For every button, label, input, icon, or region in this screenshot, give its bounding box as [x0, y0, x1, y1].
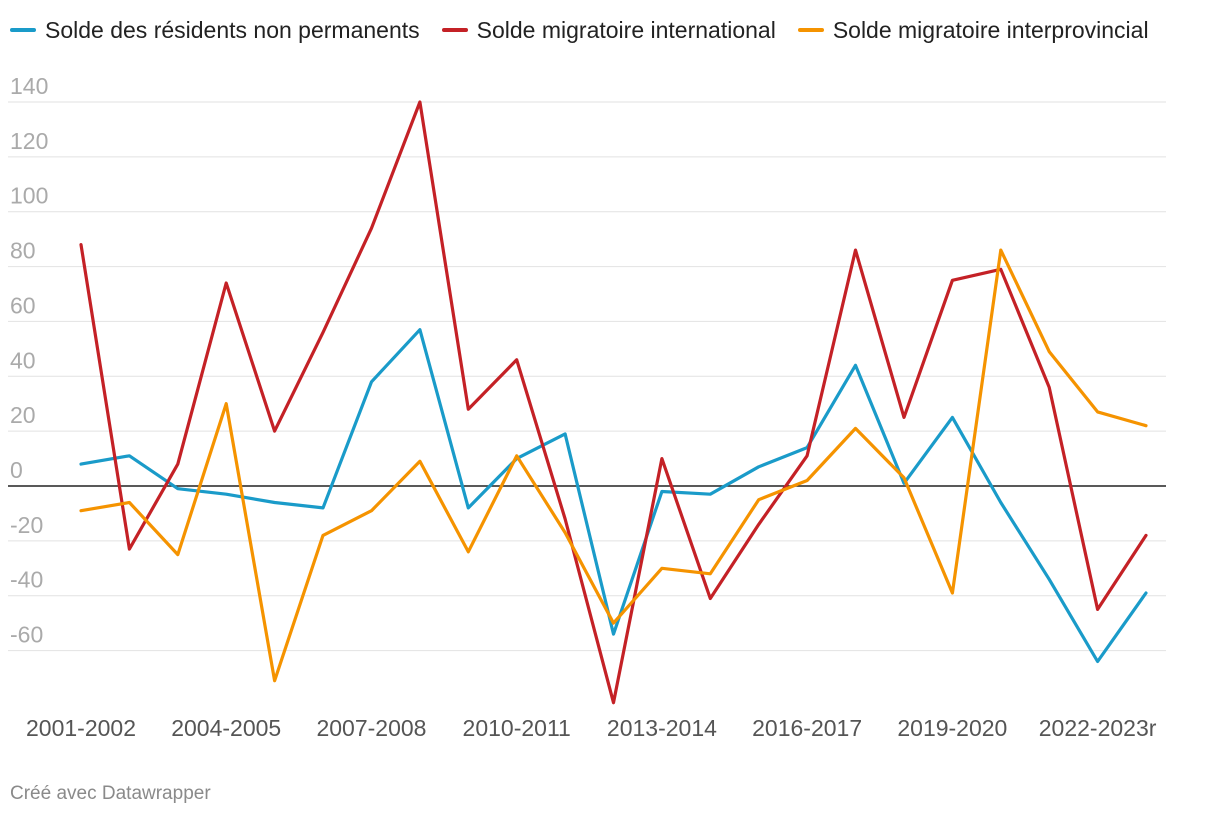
legend-label-2: Solde migratoire interprovincial	[832, 16, 1149, 43]
legend-swatch-2	[797, 28, 824, 32]
y-tick-label: -40	[10, 567, 43, 593]
legend-item-2: Solde migratoire interprovincial	[797, 16, 1149, 44]
legend-label-0: Solde des résidents non permanents	[45, 16, 420, 43]
x-tick-label: 2004-2005	[171, 715, 281, 741]
y-tick-label: 40	[10, 347, 36, 373]
series-line-0	[79, 328, 1148, 664]
legend-swatch-0	[10, 28, 36, 32]
legend-label-1: Solde migratoire international	[476, 16, 776, 43]
y-tick-label: 80	[10, 238, 36, 264]
y-tick-label: 60	[10, 292, 36, 318]
x-tick-label: 2010-2011	[463, 715, 571, 741]
y-tick-label: -20	[10, 512, 43, 538]
credit-text: Créé avec Datawrapper	[10, 783, 211, 804]
x-tick-label: 2007-2008	[316, 715, 426, 741]
x-tick-label: 2019-2020	[897, 715, 1007, 741]
chart-legend: Solde des résidents non permanents Solde …	[10, 14, 1171, 46]
x-tick-label: 2016-2017	[752, 715, 862, 741]
y-tick-label: 0	[10, 457, 23, 483]
line-chart: 140 120 100 80 60 40 20 0 -20 -40 -60 2001-2002 2004…	[8, 73, 1166, 741]
legend-swatch-1	[441, 28, 468, 32]
legend-item-1: Solde migratoire international	[441, 16, 776, 44]
legend-item-0: Solde des résidents non permanents	[10, 17, 420, 44]
y-tick-label: 100	[10, 183, 48, 209]
y-tick-label: 120	[10, 128, 48, 154]
y-tick-label: -60	[10, 622, 43, 648]
x-tick-label: 2022-2023r	[1039, 715, 1157, 741]
y-tick-label: 140	[10, 73, 48, 99]
series-line-2	[79, 248, 1148, 683]
series-line-1	[79, 100, 1148, 705]
x-tick-label: 2013-2014	[607, 715, 717, 741]
y-tick-label: 20	[10, 402, 36, 428]
x-tick-label: 2001-2002	[26, 715, 136, 741]
